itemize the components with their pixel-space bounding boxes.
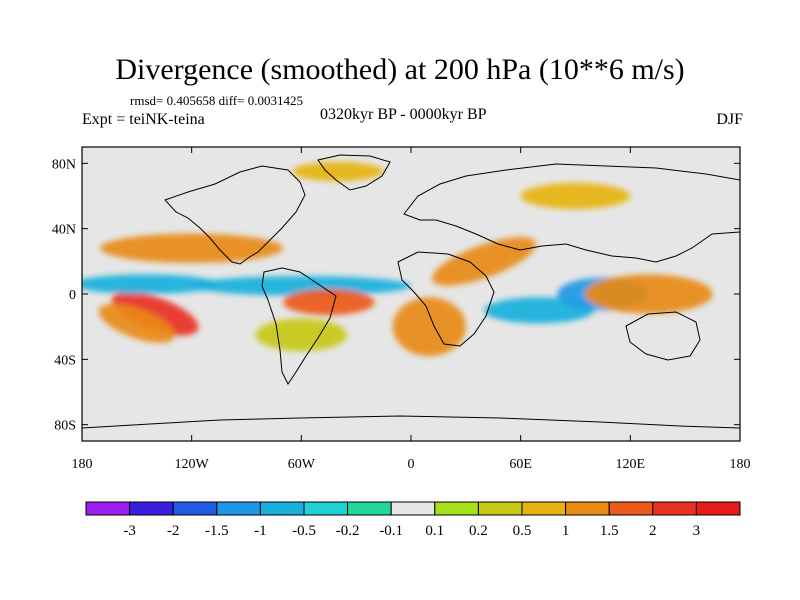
anomaly-blob-8 bbox=[432, 237, 536, 286]
colorbar-label-8: 0.2 bbox=[469, 523, 488, 539]
period-label: 0320kyr BP - 0000kyr BP bbox=[320, 106, 487, 123]
stats-text: rmsd= 0.405658 diff= 0.0031425 bbox=[130, 93, 303, 108]
anomaly-blob-11 bbox=[584, 274, 713, 314]
anomaly-fields bbox=[82, 161, 713, 357]
colorbar-label-10: 1 bbox=[562, 523, 570, 539]
lon-tick-label-4: 60E bbox=[509, 457, 532, 472]
colorbar-label-0: -3 bbox=[123, 523, 136, 539]
colorbar-box-9 bbox=[477, 501, 523, 516]
colorbar: -3 -2 -1.5 -1 -0.5 -0.2 -0.1 0.1 0.2 0.5 1 1.5 2 3 bbox=[85, 501, 741, 539]
longitude-axis: 180 120W 60W 0 60E 120E 180 bbox=[72, 147, 751, 472]
colorbar-label-3: -1 bbox=[254, 523, 267, 539]
colorbar-box-8 bbox=[434, 501, 479, 516]
colorbar-label-1: -2 bbox=[167, 523, 180, 539]
anomaly-blob-9 bbox=[484, 297, 594, 324]
lon-tick-label-2: 60W bbox=[288, 457, 316, 472]
anomaly-blob-2 bbox=[82, 274, 220, 294]
colorbar-box-0 bbox=[85, 501, 131, 516]
lon-tick-label-6: 180 bbox=[730, 457, 751, 472]
lon-tick-label-1: 120W bbox=[175, 457, 210, 472]
anomaly-blob-7 bbox=[392, 297, 466, 357]
eurasia-coast bbox=[403, 163, 740, 263]
colorbar-label-11: 1.5 bbox=[600, 523, 619, 539]
lat-tick-label-0: 80N bbox=[52, 157, 76, 172]
anomaly-blob-0 bbox=[111, 291, 199, 336]
anomaly-blob-4 bbox=[191, 276, 411, 296]
map-title: Divergence (smoothed) at 200 hPa (10**6 … bbox=[115, 53, 685, 86]
colorbar-box-10 bbox=[521, 501, 567, 516]
colorbar-box-3 bbox=[216, 501, 261, 516]
south-america-coast bbox=[261, 267, 337, 385]
colorbar-box-4 bbox=[259, 501, 305, 516]
latitude-axis: 80N 40N 0 40S 80S bbox=[52, 157, 740, 434]
colorbar-label-9: 0.5 bbox=[513, 523, 532, 539]
greenland-coast bbox=[317, 154, 391, 191]
lat-tick-label-4: 80S bbox=[54, 419, 76, 434]
experiment-label: Expt = teiNK-teina bbox=[82, 111, 205, 128]
colorbar-box-6 bbox=[347, 501, 392, 516]
coastlines bbox=[82, 154, 740, 429]
season-label: DJF bbox=[716, 111, 743, 128]
colorbar-box-14 bbox=[695, 501, 741, 516]
colorbar-box-1 bbox=[129, 501, 174, 516]
lat-tick-label-2: 0 bbox=[69, 288, 76, 303]
lon-tick-label-5: 120E bbox=[616, 457, 646, 472]
colorbar-box-11 bbox=[565, 501, 610, 516]
anomaly-blob-6 bbox=[255, 318, 348, 352]
colorbar-label-12: 2 bbox=[649, 523, 657, 539]
lon-tick-label-3: 0 bbox=[408, 457, 415, 472]
anomaly-blob-12 bbox=[292, 161, 384, 182]
lat-tick-label-3: 40S bbox=[54, 353, 76, 368]
colorbar-box-12 bbox=[608, 501, 654, 516]
colorbar-box-7 bbox=[390, 501, 436, 516]
colorbar-label-6: -0.1 bbox=[379, 523, 403, 539]
antarctica-coast bbox=[82, 415, 740, 429]
africa-coast bbox=[397, 251, 495, 347]
colorbar-label-7: 0.1 bbox=[425, 523, 444, 539]
colorbar-label-2: -1.5 bbox=[205, 523, 229, 539]
colorbar-label-5: -0.2 bbox=[336, 523, 360, 539]
lat-tick-label-1: 40N bbox=[52, 223, 76, 238]
colorbar-box-13 bbox=[652, 501, 697, 516]
lon-tick-label-0: 180 bbox=[72, 457, 93, 472]
anomaly-blob-13 bbox=[520, 182, 631, 210]
anomaly-blob-5 bbox=[283, 289, 375, 316]
colorbar-label-4: -0.5 bbox=[292, 523, 316, 539]
north-america-coast bbox=[164, 165, 306, 265]
anomaly-blob-3 bbox=[100, 233, 284, 263]
anomaly-blob-1 bbox=[98, 303, 175, 343]
australia-coast bbox=[625, 311, 701, 361]
colorbar-box-2 bbox=[172, 501, 218, 516]
colorbar-label-13: 3 bbox=[693, 523, 701, 539]
colorbar-box-5 bbox=[303, 501, 349, 516]
